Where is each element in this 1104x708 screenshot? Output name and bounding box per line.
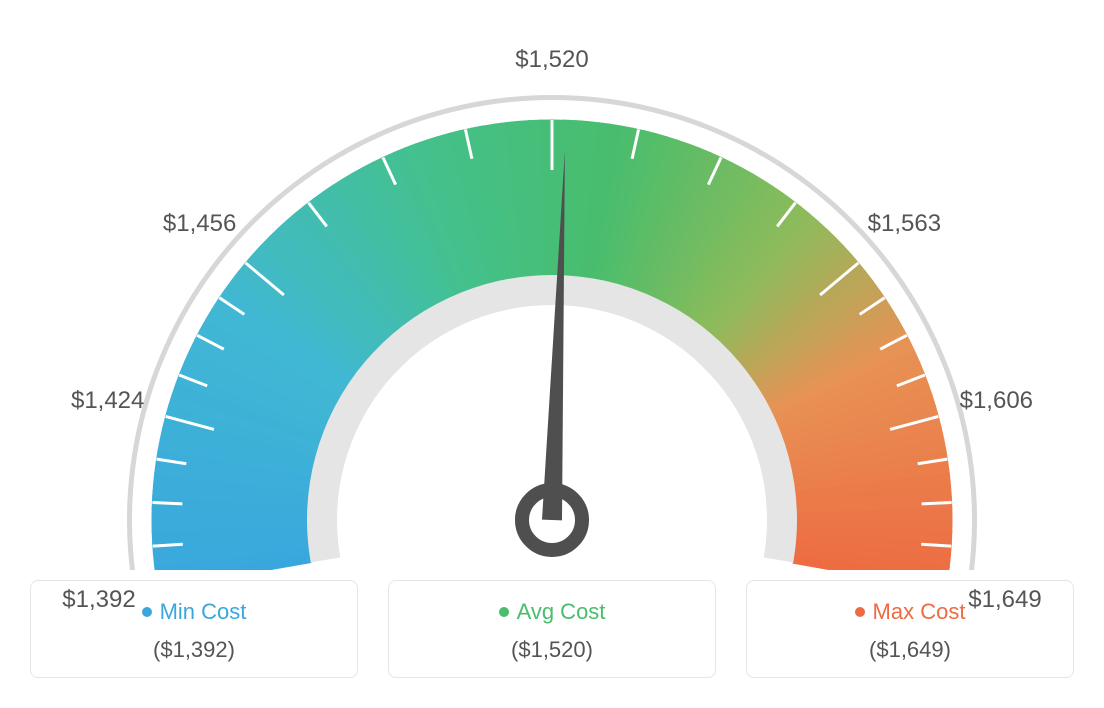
legend-title-text: Avg Cost (517, 599, 606, 625)
legend-row: Min Cost ($1,392) Avg Cost ($1,520) Max … (30, 580, 1074, 678)
gauge-svg (30, 30, 1074, 570)
legend-value-max: ($1,649) (757, 637, 1063, 663)
legend-value-min: ($1,392) (41, 637, 347, 663)
legend-title-min: Min Cost (142, 599, 247, 625)
legend-dot-avg (499, 607, 509, 617)
legend-title-text: Max Cost (873, 599, 966, 625)
legend-dot-min (142, 607, 152, 617)
legend-title-text: Min Cost (160, 599, 247, 625)
legend-title-avg: Avg Cost (499, 599, 606, 625)
legend-value-avg: ($1,520) (399, 637, 705, 663)
legend-card-max: Max Cost ($1,649) (746, 580, 1074, 678)
legend-dot-max (855, 607, 865, 617)
legend-card-avg: Avg Cost ($1,520) (388, 580, 716, 678)
legend-title-max: Max Cost (855, 599, 966, 625)
legend-card-min: Min Cost ($1,392) (30, 580, 358, 678)
cost-gauge: $1,392$1,424$1,456$1,520$1,563$1,606$1,6… (30, 30, 1074, 570)
